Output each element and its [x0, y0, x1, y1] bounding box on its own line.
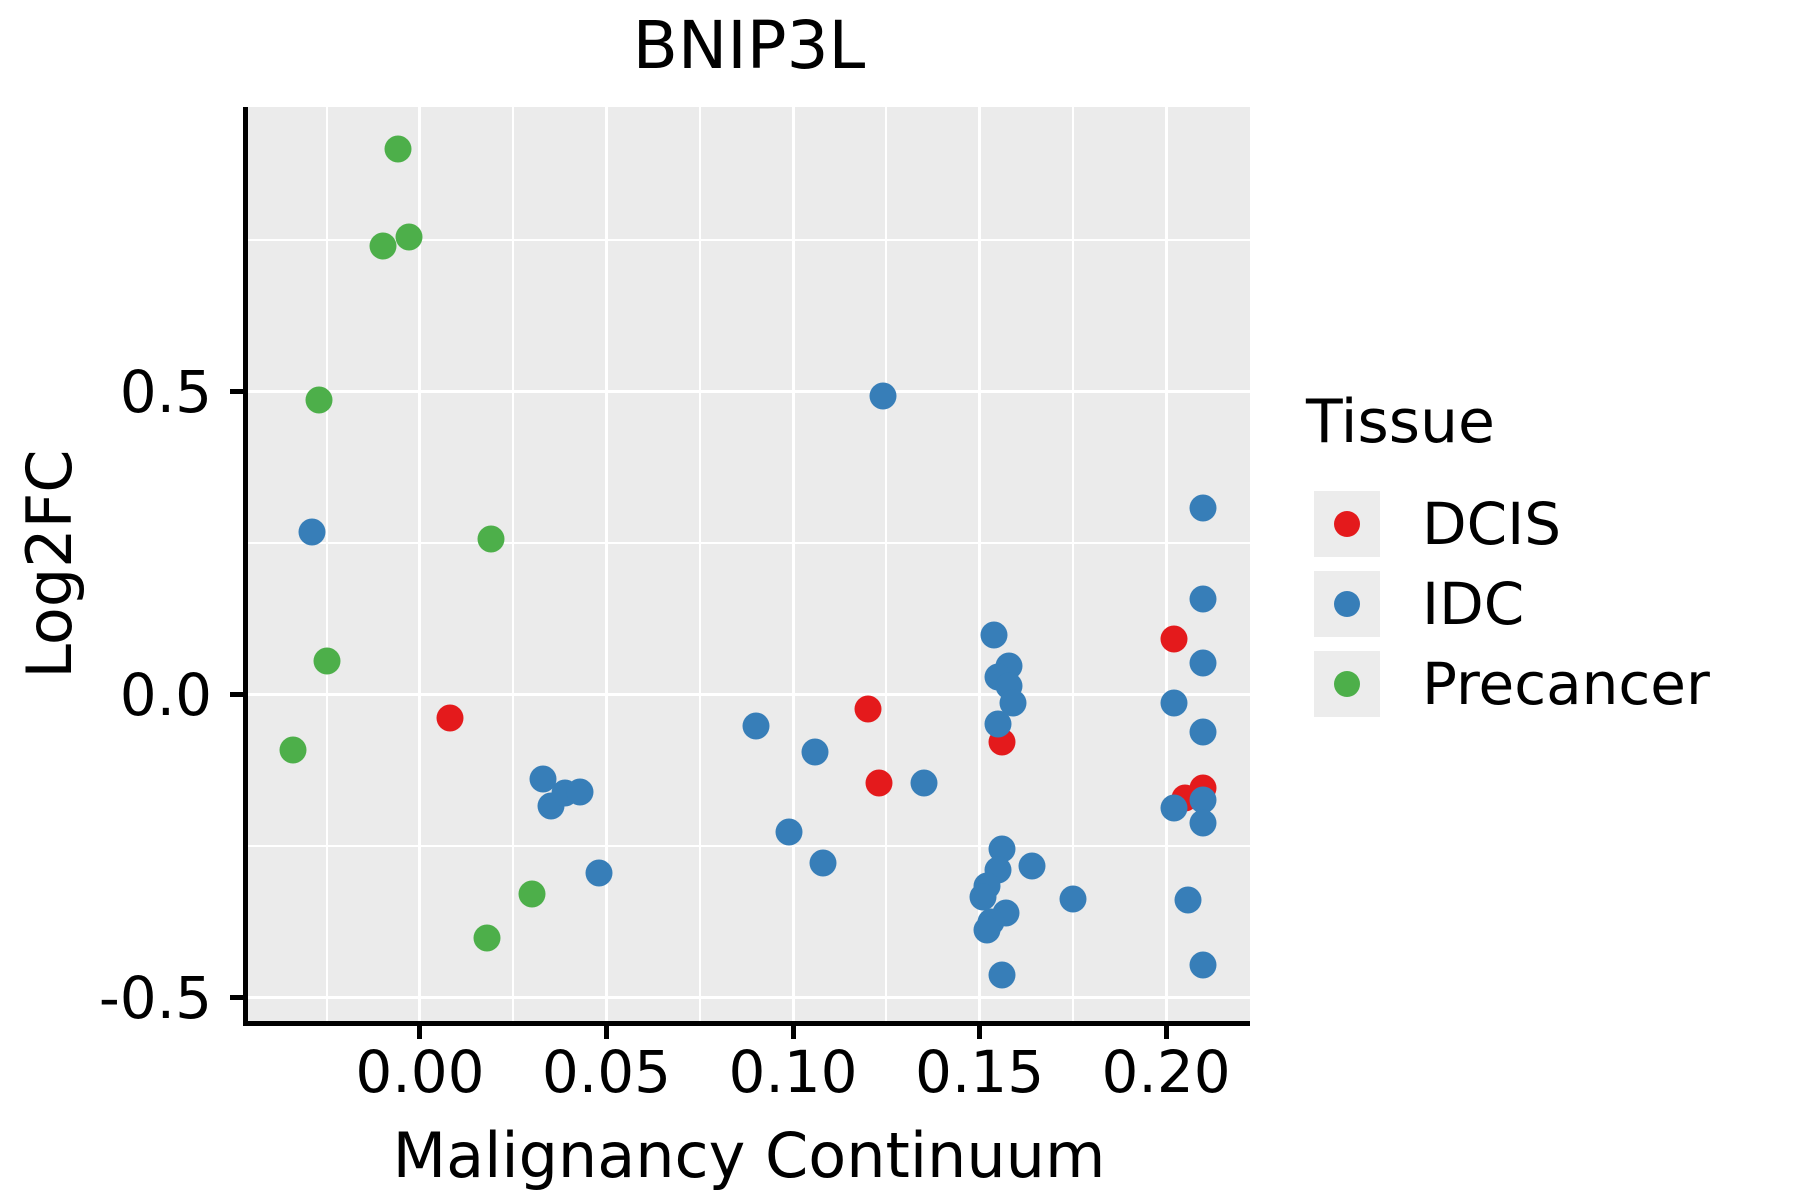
x-major-gridline: [1164, 107, 1168, 1021]
data-point-idc: [1160, 689, 1188, 717]
legend-label: Precancer: [1422, 650, 1710, 718]
y-axis-title-text: Log2FC: [13, 449, 86, 679]
legend-row-precancer: Precancer: [1306, 644, 1710, 724]
y-tick-label: -0.5: [98, 963, 212, 1032]
x-minor-gridline: [885, 107, 888, 1021]
legend: Tissue DCIS IDC Precancer: [1306, 386, 1710, 724]
legend-dot-idc: [1334, 591, 1360, 617]
data-point-precancer: [473, 924, 501, 952]
data-point-idc: [566, 778, 594, 806]
x-minor-gridline: [325, 107, 328, 1021]
x-minor-gridline: [1071, 107, 1074, 1021]
data-point-idc: [1160, 794, 1188, 822]
y-tick-mark: [230, 995, 243, 1001]
legend-title: Tissue: [1306, 387, 1495, 457]
x-tick-label: 0.10: [728, 1038, 858, 1106]
data-point-idc: [973, 916, 1001, 944]
y-tick-label: 0.5: [119, 357, 212, 426]
plot-panel: [248, 107, 1250, 1021]
data-point-precancer: [518, 880, 546, 908]
data-point-idc: [1189, 951, 1217, 979]
y-major-gridline: [248, 390, 1250, 394]
y-minor-gridline: [248, 239, 1250, 242]
data-point-idc: [1189, 494, 1217, 522]
data-point-precancer: [369, 232, 397, 260]
chart-title: BNIP3L: [632, 7, 866, 84]
x-tick-label: 0.05: [541, 1038, 672, 1106]
x-minor-gridline: [512, 107, 515, 1021]
data-point-idc: [1189, 649, 1217, 677]
data-point-precancer: [395, 223, 423, 251]
data-point-idc: [869, 382, 897, 410]
legend-rows: DCIS IDC Precancer: [1306, 484, 1710, 724]
legend-key: [1314, 491, 1380, 557]
legend-row-idc: IDC: [1306, 564, 1710, 644]
x-tick-mark: [1163, 1026, 1169, 1039]
data-point-idc: [1059, 885, 1087, 913]
data-point-idc: [809, 849, 837, 877]
x-minor-gridline: [698, 107, 701, 1021]
data-point-idc: [1174, 886, 1202, 914]
y-tick-label: 0.0: [119, 660, 212, 729]
y-tick-mark: [230, 389, 243, 395]
data-point-idc: [742, 712, 770, 740]
x-axis-line: [243, 1021, 1250, 1026]
data-point-idc: [910, 769, 938, 797]
data-point-idc: [984, 710, 1012, 738]
x-tick-mark: [977, 1026, 983, 1039]
legend-key: [1314, 651, 1380, 717]
data-point-idc: [298, 518, 326, 546]
legend-row-dcis: DCIS: [1306, 484, 1710, 564]
y-tick-mark: [230, 692, 243, 698]
x-tick-mark: [417, 1026, 423, 1039]
y-axis-line: [243, 107, 248, 1026]
x-tick-mark: [603, 1026, 609, 1039]
legend-dot-dcis: [1334, 511, 1360, 537]
x-major-gridline: [418, 107, 422, 1021]
data-point-precancer: [305, 386, 333, 414]
data-point-idc: [980, 621, 1008, 649]
x-major-gridline: [604, 107, 608, 1021]
y-major-gridline: [248, 996, 1250, 1000]
x-tick-label: 0.00: [355, 1038, 485, 1106]
x-tick-label: 0.15: [914, 1038, 1045, 1106]
data-point-dcis: [865, 769, 893, 797]
legend-label: IDC: [1422, 570, 1525, 638]
legend-label: DCIS: [1422, 490, 1562, 558]
data-point-dcis: [1160, 625, 1188, 653]
data-point-idc: [1018, 852, 1046, 880]
data-point-idc: [775, 818, 803, 846]
data-point-idc: [1189, 718, 1217, 746]
x-tick-label: 0.20: [1101, 1038, 1231, 1106]
data-point-idc: [988, 961, 1016, 989]
y-major-gridline: [248, 693, 1250, 697]
legend-dot-precancer: [1334, 671, 1360, 697]
data-point-idc: [585, 859, 613, 887]
data-point-dcis: [436, 704, 464, 732]
data-point-dcis: [854, 695, 882, 723]
data-point-idc: [969, 883, 997, 911]
x-major-gridline: [791, 107, 795, 1021]
x-axis-title: Malignancy Continuum: [392, 1119, 1106, 1192]
data-point-idc: [1189, 585, 1217, 613]
y-minor-gridline: [248, 542, 1250, 545]
y-minor-gridline: [248, 845, 1250, 848]
data-point-idc: [1189, 786, 1217, 814]
x-major-gridline: [978, 107, 982, 1021]
data-point-precancer: [279, 736, 307, 764]
x-tick-mark: [790, 1026, 796, 1039]
legend-key: [1314, 571, 1380, 637]
data-point-idc: [801, 738, 829, 766]
data-point-precancer: [384, 135, 412, 163]
data-point-precancer: [313, 647, 341, 675]
data-point-precancer: [477, 525, 505, 553]
data-point-idc: [1189, 809, 1217, 837]
